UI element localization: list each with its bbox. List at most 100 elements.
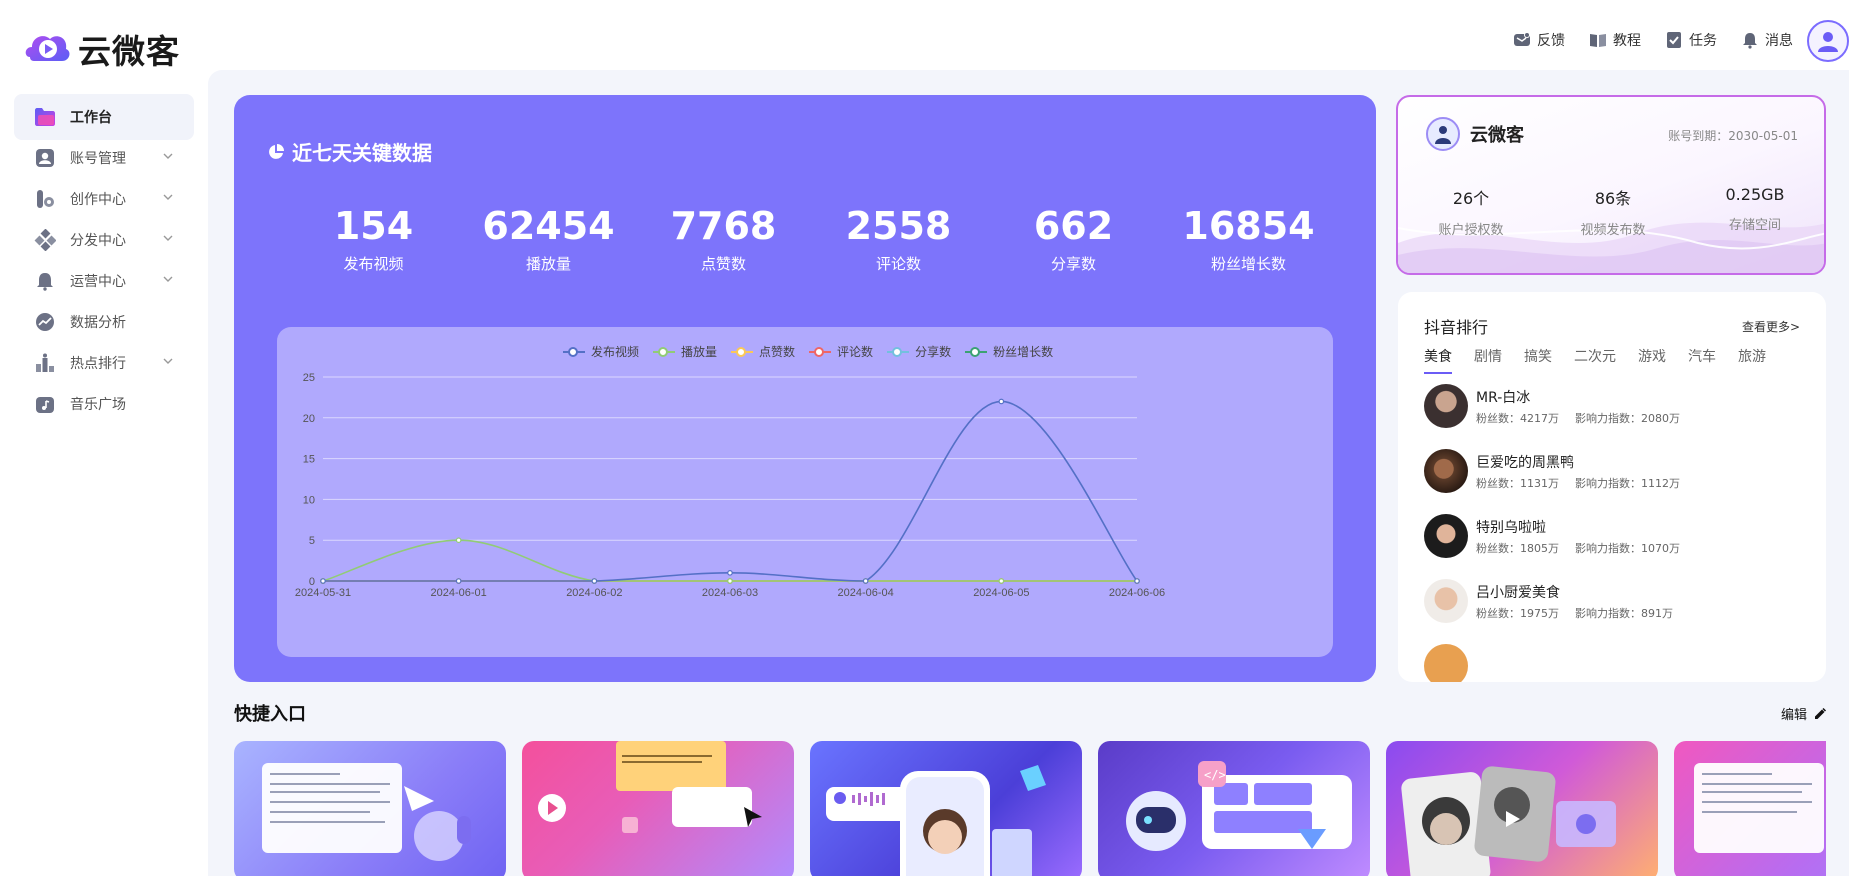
nav-tutorial-label: 教程: [1613, 33, 1641, 49]
legend-marker: [965, 346, 988, 357]
stat-label: 发布视频: [343, 255, 404, 273]
chevron-down-icon: [163, 358, 173, 364]
account-icon: [34, 147, 56, 169]
nav-feedback[interactable]: 反馈: [1513, 30, 1565, 50]
legend-item[interactable]: 评论数: [809, 343, 873, 360]
legend-item[interactable]: 点赞数: [731, 343, 795, 360]
top-header: 云微客 反馈 教程 任务 消息: [0, 0, 1849, 72]
sidebar-item-account[interactable]: 账号管理: [14, 135, 194, 181]
tab-anime[interactable]: 二次元: [1574, 349, 1616, 365]
chevron-down-icon: [163, 276, 173, 282]
fans-count: 粉丝数：1805万: [1476, 542, 1559, 555]
nav-task[interactable]: 任务: [1665, 30, 1717, 50]
create-icon: [34, 188, 56, 210]
logo-icon: [25, 36, 70, 61]
series-line: [323, 400, 1138, 582]
data-point: [727, 570, 733, 576]
tab-funny[interactable]: 搞笑: [1524, 349, 1552, 365]
stat-label: 粉丝增长数: [1210, 255, 1286, 273]
stat-plays: 62454 播放量: [461, 203, 636, 274]
decorative-wave: [1398, 222, 1824, 273]
ranking-item-partial[interactable]: [1424, 644, 1804, 682]
tab-car[interactable]: 汽车: [1688, 349, 1716, 365]
quick-card[interactable]: [810, 741, 1082, 876]
sidebar-item-label: 创作中心: [70, 192, 126, 208]
sidebar-item-workbench[interactable]: 工作台: [14, 94, 194, 140]
ranking-item[interactable]: 特别乌啦啦 粉丝数：1805万 影响力指数：1070万: [1424, 514, 1804, 579]
key-data-title-text: 近七天关键数据: [292, 141, 432, 165]
creator-name: 巨爱吃的周黑鸭: [1476, 455, 1574, 471]
main-content: 近七天关键数据 154 发布视频 62454 播放量 7768 点赞数 2558…: [208, 70, 1849, 876]
stat-videos: 154 发布视频: [286, 203, 461, 274]
ranking-item[interactable]: MR-白冰 粉丝数：4217万 影响力指数：2080万: [1424, 384, 1804, 449]
tab-game[interactable]: 游戏: [1638, 349, 1666, 365]
profile-stats: 26个 账户授权数 86条 视频发布数 0.25GB 存储空间: [1416, 185, 1810, 238]
legend-item[interactable]: 播放量: [653, 343, 717, 360]
user-avatar[interactable]: [1807, 20, 1849, 62]
profile-stat-label: 账户授权数: [1438, 223, 1504, 238]
tab-travel[interactable]: 旅游: [1738, 349, 1766, 365]
sidebar-item-music[interactable]: 音乐广场: [14, 381, 194, 427]
tab-food[interactable]: 美食: [1424, 346, 1452, 374]
ranking-item[interactable]: 巨爱吃的周黑鸭 粉丝数：1131万 影响力指数：1112万: [1424, 449, 1804, 514]
sidebar-item-operation[interactable]: 运营中心: [14, 258, 194, 304]
quick-card[interactable]: [522, 741, 794, 876]
quick-card[interactable]: [234, 741, 506, 876]
ranking-tabs: 美食 剧情 搞笑 二次元 游戏 汽车 旅游: [1424, 346, 1766, 374]
sidebar-item-analytics[interactable]: 数据分析: [14, 299, 194, 345]
document-illustration: [1694, 763, 1824, 853]
profile-stat-storage: 0.25GB 存储空间: [1700, 185, 1810, 238]
influence-index: 影响力指数：1112万: [1575, 477, 1680, 490]
quick-edit-button[interactable]: 编辑: [1781, 704, 1827, 723]
app-logo[interactable]: 云微客: [24, 25, 180, 73]
legend-item[interactable]: 分享数: [887, 343, 951, 360]
quick-card-partial[interactable]: [1674, 741, 1826, 876]
quick-entry-title: 快捷入口: [234, 704, 306, 725]
data-point: [862, 578, 869, 584]
data-point: [455, 537, 462, 544]
legend-marker: [809, 346, 832, 357]
legend-item[interactable]: 发布视频: [563, 343, 639, 360]
ranking-more-link[interactable]: 查看更多>: [1741, 320, 1800, 334]
ai-robot-illustration: </>: [1126, 761, 1352, 851]
nav-message[interactable]: 消息: [1741, 30, 1793, 50]
sidebar-item-label: 工作台: [70, 110, 112, 126]
sidebar-item-ranking[interactable]: 热点排行: [14, 340, 194, 386]
nav-tutorial[interactable]: 教程: [1589, 30, 1641, 50]
header-nav: 反馈 教程 任务 消息: [1513, 30, 1793, 50]
task-icon: [1667, 32, 1681, 48]
creator-avatar: [1424, 384, 1468, 428]
legend-label: 发布视频: [591, 345, 640, 359]
data-point: [320, 578, 326, 584]
x-tick-label: 2024-06-03: [702, 587, 758, 599]
legend-marker: [563, 346, 585, 357]
x-tick-label: 2024-06-06: [1109, 587, 1165, 599]
distribute-icon: [34, 229, 56, 251]
creator-stats: 粉丝数：1131万 影响力指数：1112万: [1476, 475, 1680, 491]
profile-avatar[interactable]: [1426, 117, 1460, 151]
tab-drama[interactable]: 剧情: [1474, 349, 1502, 365]
creator-avatar: [1424, 579, 1468, 623]
profile-stat-accounts: 26个 账户授权数: [1416, 185, 1526, 238]
sidebar-item-distribute[interactable]: 分发中心: [14, 217, 194, 263]
profile-stat-label: 存储空间: [1728, 218, 1781, 233]
douyin-ranking-card: 抖音排行 查看更多> 美食 剧情 搞笑 二次元 游戏 汽车 旅游 MR-白冰 粉…: [1398, 292, 1826, 682]
quick-card[interactable]: </>: [1098, 741, 1370, 876]
creator-avatar: [1424, 449, 1468, 493]
bell-icon: [34, 270, 56, 292]
data-point: [591, 578, 598, 584]
creator-stats: 粉丝数：4217万 影响力指数：2080万: [1476, 410, 1680, 426]
nav-feedback-label: 反馈: [1537, 33, 1565, 49]
quick-edit-label: 编辑: [1780, 708, 1807, 723]
quick-card[interactable]: [1386, 741, 1658, 876]
data-point: [727, 578, 733, 584]
feedback-icon: [1514, 32, 1530, 46]
legend-item[interactable]: 粉丝增长数: [965, 343, 1053, 360]
ranking-item[interactable]: 吕小厨爱美食 粉丝数：1975万 影响力指数：891万: [1424, 579, 1804, 644]
fans-count: 粉丝数：1975万: [1476, 607, 1559, 620]
profile-stat-label: 视频发布数: [1580, 223, 1646, 238]
creator-name: MR-白冰: [1476, 390, 1531, 406]
legend-label: 分享数: [915, 345, 952, 359]
sidebar-item-create[interactable]: 创作中心: [14, 176, 194, 222]
bell-icon: [1743, 33, 1757, 49]
